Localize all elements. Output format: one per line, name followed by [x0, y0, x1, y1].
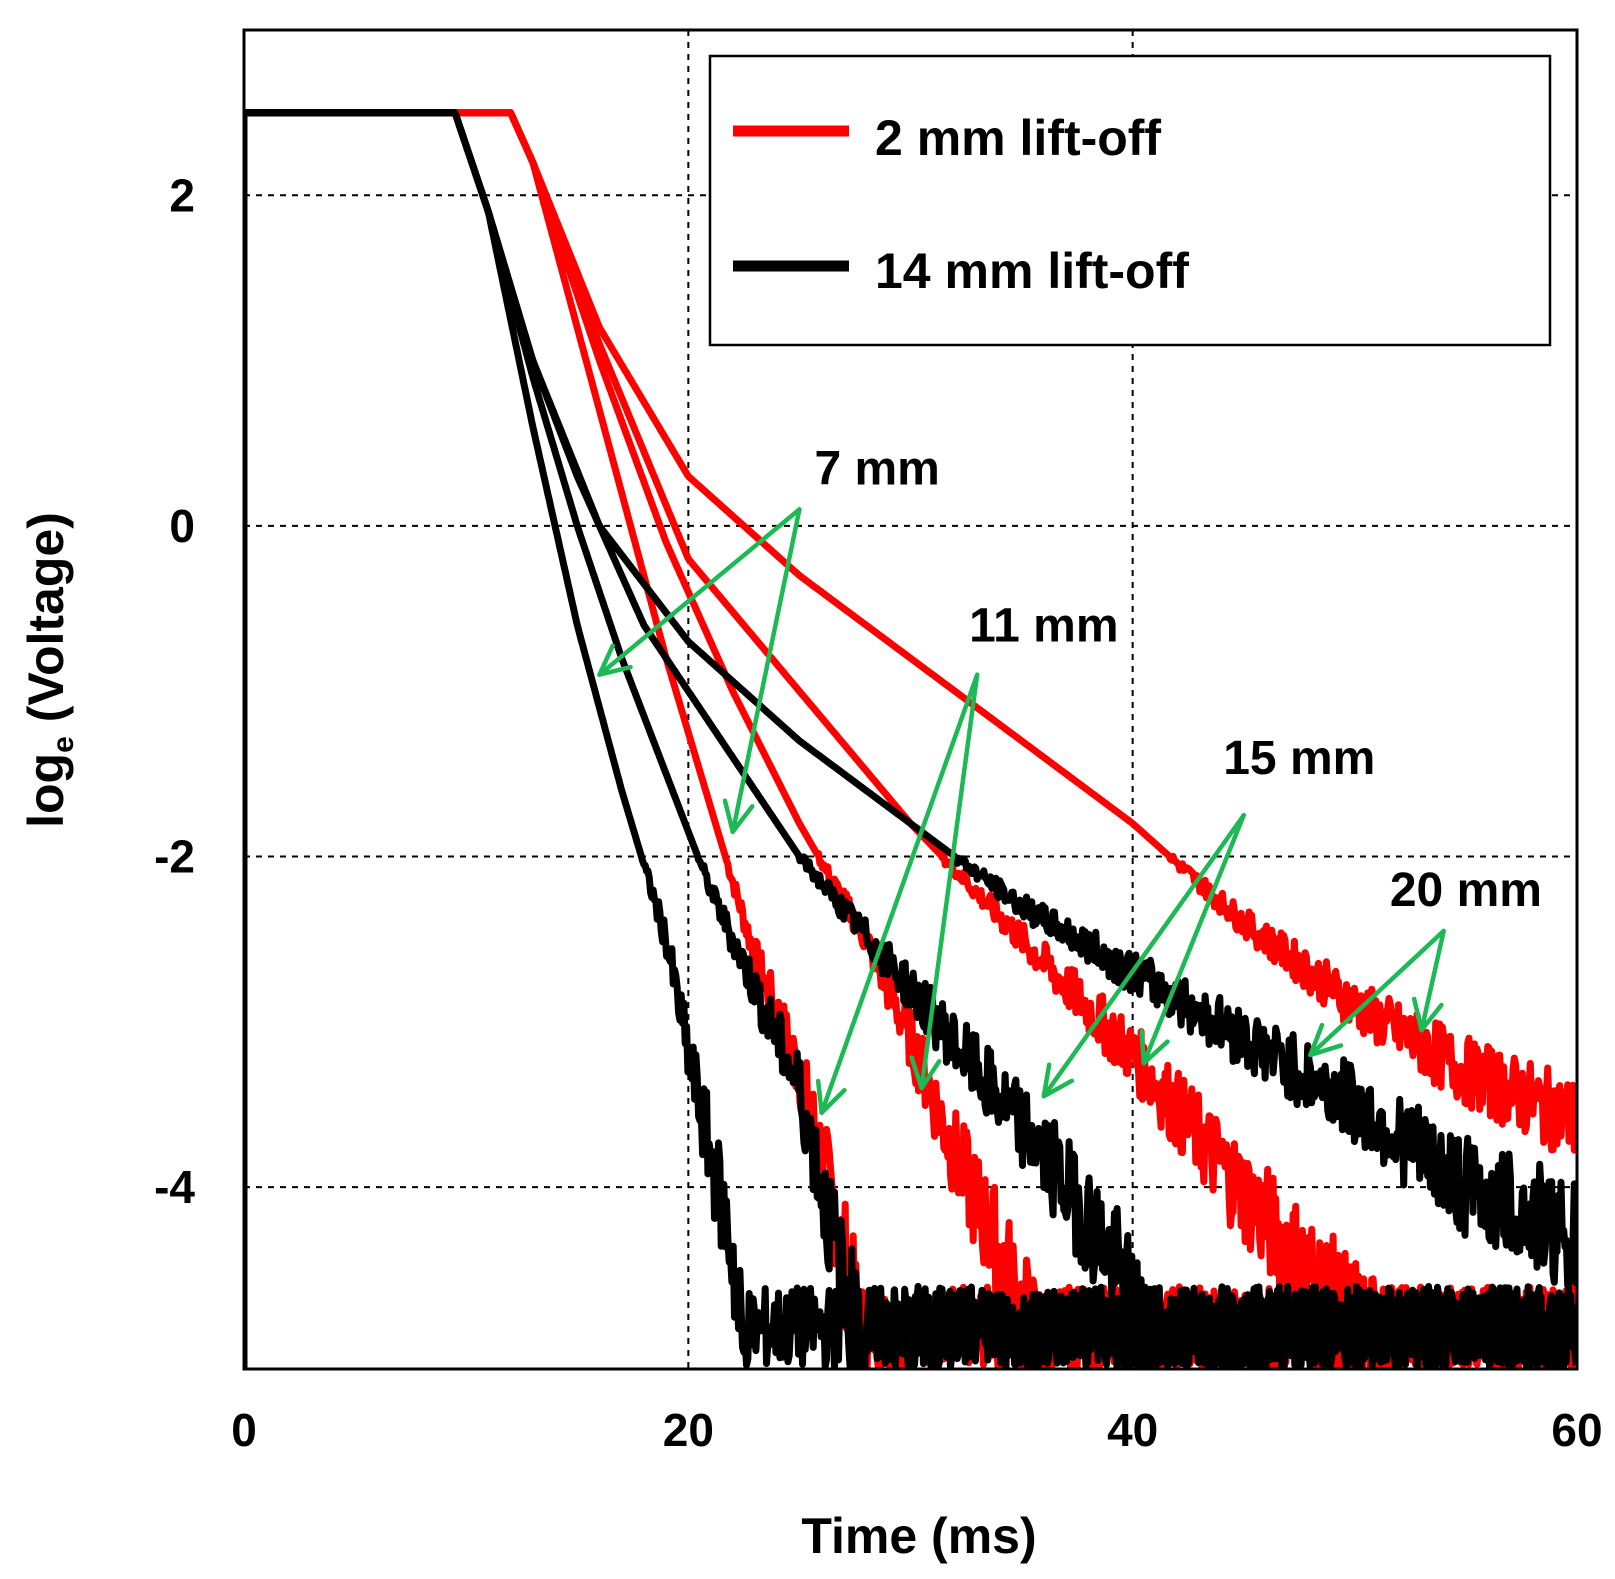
y-axis-title-sub: e: [47, 736, 80, 753]
legend: 2 mm lift-off 14 mm lift-off: [708, 54, 1552, 347]
annotation-arrow: [1419, 928, 1446, 1033]
annotation-arrowhead: [909, 1055, 942, 1091]
x-tick-label: 0: [231, 1404, 257, 1456]
annotation-arrowhead: [1308, 1022, 1344, 1058]
x-tick-label: 60: [1551, 1404, 1602, 1456]
y-tick-label: -4: [154, 1161, 195, 1213]
annotation-arrow: [819, 672, 980, 1116]
annotation-arrowhead: [597, 643, 633, 677]
legend-box: [708, 54, 1552, 347]
annotations: 7 mm 11 mm 15 mm 20 mm: [597, 443, 1542, 1116]
annotation-label: 20 mm: [1390, 864, 1542, 917]
annotation-arrowhead: [1411, 996, 1444, 1033]
annotation-arrow: [597, 507, 802, 677]
x-tick-label: 40: [1107, 1404, 1158, 1456]
annotation-arrow: [1141, 812, 1246, 1066]
legend-label-black: 14 mm lift-off: [875, 243, 1189, 299]
annotation-label: 11 mm: [969, 600, 1118, 653]
series-layer: [244, 109, 1577, 1369]
legend-label-red: 2 mm lift-off: [875, 110, 1161, 166]
y-axis-title-main: log: [18, 753, 74, 828]
y-tick-label: 0: [169, 500, 195, 552]
annotation-arrowhead: [722, 798, 755, 834]
series-line-black: [244, 109, 1577, 1369]
annotation-arrow: [1041, 812, 1246, 1099]
annotation-arrow: [919, 672, 980, 1091]
x-tick-label: 20: [663, 1404, 714, 1456]
y-tick-label: 2: [169, 169, 195, 221]
y-axis-title: loge (Voltage): [18, 512, 80, 828]
annotation-arrowhead: [815, 1078, 847, 1116]
y-tick-label: -2: [154, 831, 195, 883]
annotation-arrow: [730, 507, 802, 834]
annotation-label: 7 mm: [814, 443, 939, 496]
x-tick-labels: 0 20 40 60: [231, 1404, 1602, 1456]
annotation-arrowhead: [1041, 1062, 1075, 1099]
annotation-label: 15 mm: [1223, 732, 1375, 785]
y-axis-title-rest: (Voltage): [18, 512, 74, 736]
x-axis-title: Time (ms): [801, 1508, 1036, 1564]
annotation-arrowhead: [1139, 1029, 1170, 1066]
series-line-red: [244, 109, 1577, 1369]
annotation-arrow: [1308, 928, 1446, 1058]
plot-frame: [242, 28, 1579, 1371]
y-tick-labels: 2 0 -2 -4: [154, 169, 195, 1213]
